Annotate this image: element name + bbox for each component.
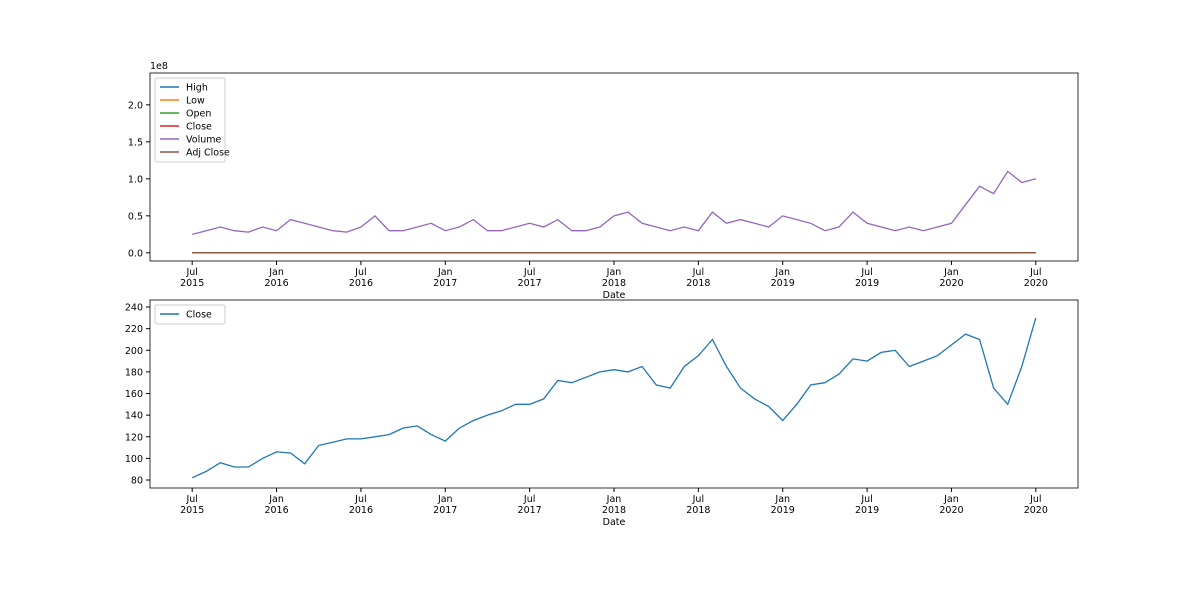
y-tick-label: 160 — [125, 389, 143, 400]
y-tick-label: 2.0 — [128, 100, 143, 111]
y-tick-label: 140 — [125, 411, 143, 422]
y-tick-label: 1.0 — [128, 174, 143, 185]
x-tick-label: Jul 2019 — [855, 494, 879, 516]
series-line — [192, 170, 1036, 236]
subplot: 0.0 0.5 1.0 1.5 2.0 Jul 2015 Jan 2016 Jul 2016 Jan 2… — [128, 61, 1079, 301]
legend-label: Open — [186, 109, 211, 120]
x-tick-label: Jul 2015 — [180, 494, 204, 516]
y-tick-label: 1.5 — [128, 137, 143, 148]
x-tick-label: Jan 2018 — [602, 494, 626, 516]
offset-label: 1e8 — [150, 61, 168, 72]
x-tick-label: Jan 2020 — [939, 267, 963, 289]
y-tick-label: 120 — [125, 432, 143, 443]
x-tick-label: Jul 2017 — [518, 267, 542, 289]
legend-label: Low — [186, 96, 205, 107]
x-tick-label: Jan 2019 — [771, 267, 795, 289]
legend-label: Volume — [186, 135, 221, 146]
legend-label: Close — [186, 122, 212, 133]
x-tick-label: Jul 2020 — [1024, 494, 1048, 516]
plot-frame — [149, 299, 1079, 489]
x-tick-label: Jan 2016 — [264, 494, 288, 516]
x-tick-label: Jan 2017 — [433, 267, 457, 289]
subplot: 80 100 120 140 160 180 200 220 240 Jul 2015 Jan 2016… — [125, 299, 1079, 528]
x-tick-label: Jan 2020 — [939, 494, 963, 516]
x-tick-label: Jan 2018 — [602, 267, 626, 289]
y-tick-label: 180 — [125, 367, 143, 378]
x-tick-label: Jul 2016 — [349, 494, 373, 516]
y-tick-label: 0.5 — [128, 211, 143, 222]
legend-box — [154, 304, 226, 325]
y-tick-label: 0.0 — [128, 248, 143, 259]
series-line — [191, 317, 1037, 479]
x-tick-label: Jul 2015 — [180, 267, 204, 289]
x-axis-label: Date — [603, 517, 626, 528]
x-tick-label: Jul 2018 — [686, 267, 710, 289]
legend-label: Close — [186, 310, 212, 321]
legend-label: High — [186, 83, 208, 94]
x-tick-label: Jul 2020 — [1024, 267, 1048, 289]
x-tick-label: Jul 2019 — [855, 267, 879, 289]
x-tick-label: Jan 2017 — [433, 494, 457, 516]
x-tick-label: Jul 2018 — [686, 494, 710, 516]
y-tick-label: 200 — [125, 346, 143, 357]
x-tick-label: Jul 2017 — [518, 494, 542, 516]
x-tick-label: Jan 2016 — [264, 267, 288, 289]
legend-label: Adj Close — [186, 148, 230, 159]
y-tick-label: 220 — [125, 324, 143, 335]
x-tick-label: Jan 2019 — [771, 494, 795, 516]
y-tick-label: 80 — [131, 476, 143, 487]
x-tick-label: Jul 2016 — [349, 267, 373, 289]
x-axis-label: Date — [603, 290, 626, 301]
y-tick-label: 240 — [125, 303, 143, 314]
legend-box — [154, 77, 226, 163]
plot-frame — [149, 72, 1079, 262]
y-tick-label: 100 — [125, 454, 143, 465]
